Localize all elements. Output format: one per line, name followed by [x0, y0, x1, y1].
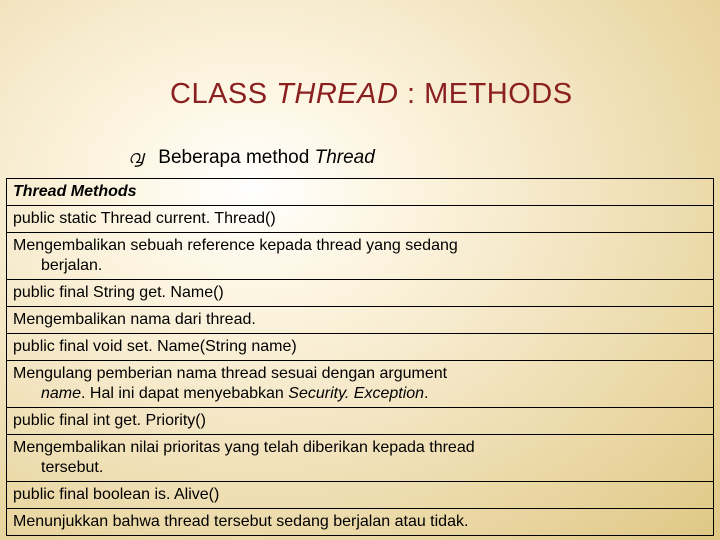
table-header: Thread Methods	[7, 179, 714, 206]
method-description: Mengembalikan nilai prioritas yang telah…	[7, 435, 714, 482]
page-heading: CLASS THREAD : METHODS	[170, 78, 573, 111]
method-description: Mengulang pemberian nama thread sesuai d…	[7, 361, 714, 408]
subtitle-italic: Thread	[315, 147, 375, 168]
subtitle-pre: Beberapa method	[158, 147, 314, 168]
method-signature: public final boolean is. Alive()	[7, 482, 714, 509]
method-description: Menunjukkan bahwa thread tersebut sedang…	[7, 509, 714, 536]
heading-italic: THREAD	[276, 78, 398, 110]
method-signature: public final void set. Name(String name)	[7, 334, 714, 361]
table-body: Thread Methodspublic static Thread curre…	[7, 179, 714, 536]
heading-pre: CLASS	[170, 78, 276, 110]
method-signature: public final int get. Priority()	[7, 408, 714, 435]
method-description: Mengembalikan nama dari thread.	[7, 307, 714, 334]
bullet-icon: ൮	[128, 147, 143, 167]
method-signature: public final String get. Name()	[7, 280, 714, 307]
methods-table: Thread Methodspublic static Thread curre…	[6, 178, 714, 536]
subtitle: ൮ Beberapa method Thread	[128, 147, 375, 169]
heading-post: : METHODS	[398, 78, 572, 110]
method-description: Mengembalikan sebuah reference kepada th…	[7, 233, 714, 280]
method-signature: public static Thread current. Thread()	[7, 206, 714, 233]
